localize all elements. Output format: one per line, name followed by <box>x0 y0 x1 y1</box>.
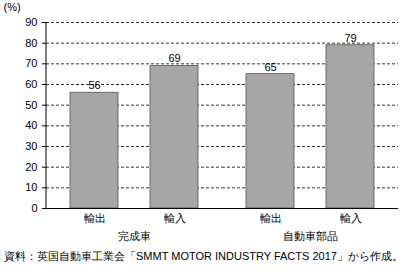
svg-text:79: 79 <box>344 32 356 44</box>
svg-text:80: 80 <box>25 37 37 49</box>
svg-text:50: 50 <box>25 99 37 111</box>
svg-text:56: 56 <box>88 79 100 91</box>
svg-text:輸出: 輸出 <box>84 212 106 224</box>
svg-text:(%): (%) <box>4 1 21 13</box>
svg-text:輸出: 輸出 <box>260 212 282 224</box>
svg-text:完成車: 完成車 <box>118 230 151 242</box>
svg-text:30: 30 <box>25 140 37 152</box>
html-text:資料：英国自動車工業会「SMMT MOTOR INDUSTR: 資料：英国自動車工業会「SMMT MOTOR INDUSTRY FACTS 20… <box>4 250 403 262</box>
svg-text:0: 0 <box>31 202 37 214</box>
svg-text:輸入: 輸入 <box>340 212 362 224</box>
svg-text:輸入: 輸入 <box>164 212 186 224</box>
svg-text:60: 60 <box>25 78 37 90</box>
svg-text:70: 70 <box>25 57 37 69</box>
svg-text:20: 20 <box>25 161 37 173</box>
svg-text:69: 69 <box>168 52 180 64</box>
svg-text:90: 90 <box>25 16 37 28</box>
svg-text:40: 40 <box>25 119 37 131</box>
svg-text:65: 65 <box>264 61 276 73</box>
svg-text:10: 10 <box>25 181 37 193</box>
svg-text:自動車部品: 自動車部品 <box>283 230 338 242</box>
